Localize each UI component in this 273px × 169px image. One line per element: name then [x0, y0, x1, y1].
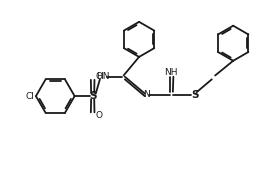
Text: HN: HN [96, 72, 110, 81]
Text: O: O [95, 72, 102, 81]
Text: S: S [191, 90, 198, 100]
Text: O: O [95, 111, 102, 120]
Text: Cl: Cl [26, 92, 35, 101]
Text: S: S [89, 91, 96, 101]
Text: N: N [143, 90, 150, 99]
Text: NH: NH [165, 68, 178, 77]
